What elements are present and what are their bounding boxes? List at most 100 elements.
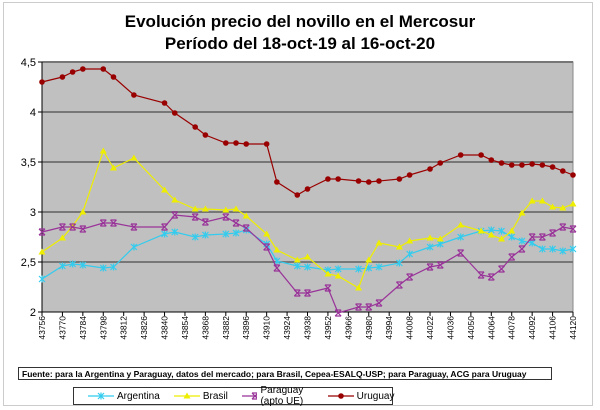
- data-point: [437, 160, 444, 166]
- data-point: [478, 152, 484, 158]
- y-tick-label: 2,5: [21, 257, 36, 269]
- data-point: [171, 196, 179, 203]
- data-point: [487, 231, 495, 238]
- data-point: [426, 263, 434, 271]
- x-tick-label: 43882: [221, 316, 231, 340]
- data-point: [38, 275, 46, 283]
- data-point: [263, 243, 271, 251]
- data-point: [201, 205, 209, 212]
- data-point: [487, 273, 495, 281]
- data-point: [304, 263, 311, 271]
- data-point: [436, 235, 444, 242]
- data-point: [161, 223, 168, 231]
- legend-swatch: [327, 393, 354, 399]
- legend-label: Argentina: [117, 390, 160, 402]
- x-tick-label: 43994: [384, 316, 394, 340]
- data-point: [569, 225, 577, 233]
- series-brasil: [38, 147, 577, 291]
- legend-label: Brasil: [202, 390, 228, 402]
- data-point: [528, 197, 536, 204]
- x-tick-label: 44064: [486, 316, 496, 340]
- x-tick-label: 43868: [200, 316, 210, 340]
- data-point: [201, 218, 209, 226]
- data-point: [559, 247, 567, 255]
- data-point: [325, 176, 331, 182]
- x-tick-label: 44050: [466, 316, 476, 340]
- data-point: [427, 166, 433, 172]
- data-point: [334, 309, 342, 317]
- legend-item: Paraguay (apto UE): [241, 385, 314, 407]
- data-point: [109, 164, 117, 171]
- data-point: [375, 239, 383, 246]
- data-point: [549, 164, 556, 170]
- data-point: [39, 79, 45, 85]
- data-point: [477, 271, 485, 279]
- legend-item: Uruguay: [327, 390, 395, 402]
- data-point: [304, 253, 311, 260]
- data-point: [191, 233, 199, 241]
- data-point: [335, 176, 341, 182]
- data-point: [251, 392, 258, 400]
- data-point: [130, 223, 138, 231]
- data-point: [519, 162, 525, 168]
- data-point: [99, 147, 107, 154]
- data-point: [559, 223, 567, 231]
- data-point: [508, 227, 516, 234]
- data-point: [395, 281, 403, 289]
- data-point: [549, 229, 557, 237]
- data-point: [263, 141, 270, 147]
- y-tick-label: 2: [30, 307, 36, 319]
- data-point: [508, 253, 516, 261]
- data-point: [518, 245, 526, 253]
- data-point: [232, 219, 240, 227]
- data-point: [243, 141, 250, 147]
- data-point: [498, 160, 505, 166]
- data-point: [376, 178, 382, 184]
- data-point: [457, 152, 464, 158]
- plot-area: 2 2,5 3 3,5 4 4,5 43756 43770 43784 43798 43812 438…: [21, 57, 578, 340]
- data-point: [528, 233, 536, 241]
- data-point: [355, 265, 362, 273]
- data-point: [570, 172, 576, 178]
- data-point: [242, 212, 250, 219]
- data-point: [293, 256, 301, 263]
- x-tick-label: 43966: [343, 316, 353, 340]
- x-tick-label: 43826: [139, 316, 149, 340]
- x-tick-label: 43952: [323, 316, 333, 340]
- legend-label: Uruguay: [356, 390, 395, 402]
- data-point: [406, 172, 413, 178]
- x-tick-label: 43784: [78, 316, 88, 340]
- x-tick-label: 43798: [98, 316, 108, 340]
- data-point: [436, 240, 444, 248]
- data-point: [263, 230, 271, 237]
- data-point: [498, 235, 506, 242]
- data-point: [324, 270, 332, 277]
- data-point: [426, 234, 434, 241]
- data-point: [365, 179, 372, 185]
- data-point: [192, 124, 198, 130]
- legend-swatch: [88, 392, 114, 400]
- data-point: [518, 237, 526, 245]
- data-point: [559, 204, 567, 211]
- data-point: [508, 162, 515, 168]
- data-point: [324, 284, 332, 292]
- chart-frame: [3, 2, 593, 406]
- y-tick-label: 3: [30, 207, 36, 219]
- data-point: [130, 154, 138, 161]
- data-point: [457, 249, 465, 257]
- data-point: [69, 223, 77, 231]
- data-point: [304, 186, 311, 192]
- data-point: [58, 262, 66, 270]
- data-point: [406, 273, 414, 281]
- x-tick-label: 43854: [180, 316, 190, 340]
- data-point: [183, 392, 191, 399]
- x-tick-label: 43840: [160, 316, 170, 340]
- data-point: [69, 260, 77, 268]
- data-point: [59, 74, 66, 80]
- data-point: [58, 234, 66, 241]
- series-argentina: [38, 226, 577, 283]
- x-tick-label: 43924: [282, 316, 292, 340]
- data-point: [110, 263, 117, 271]
- data-point: [99, 219, 107, 227]
- data-point: [569, 200, 577, 207]
